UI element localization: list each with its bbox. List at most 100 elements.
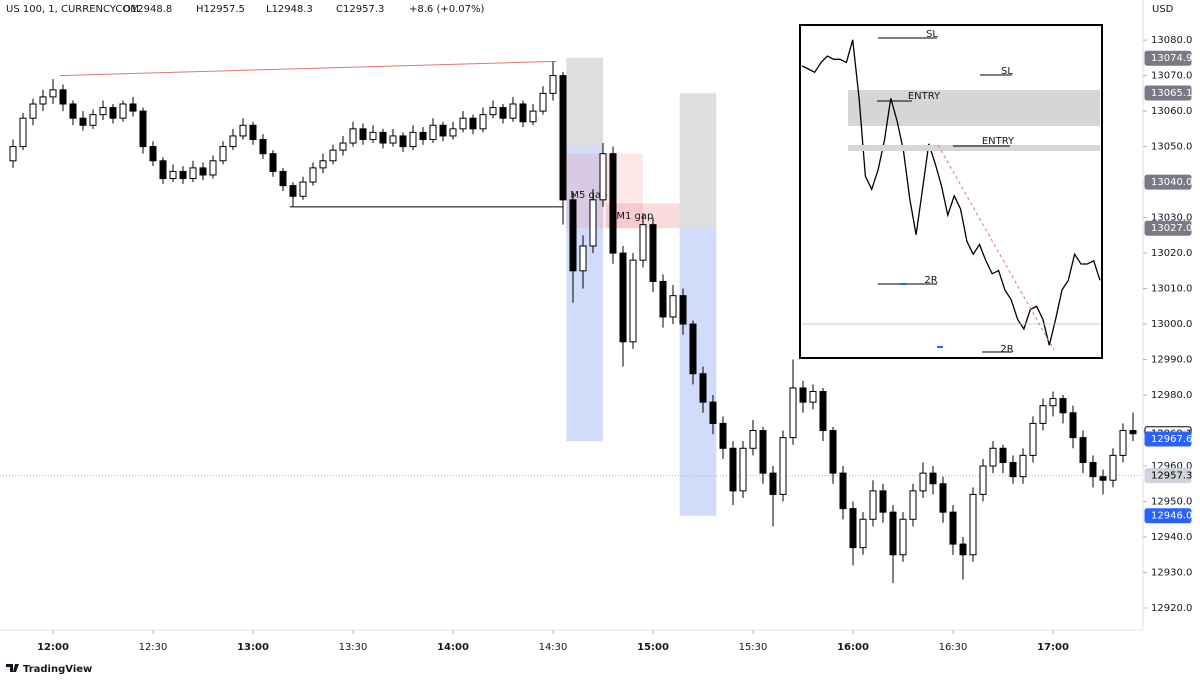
position-zone	[679, 228, 717, 516]
candle-body	[259, 138, 267, 155]
x-tick-label: 14:30	[539, 642, 568, 653]
candle-body	[1049, 398, 1057, 407]
candle-body	[1109, 454, 1117, 481]
y-tick-label: 12950.0	[1151, 497, 1192, 508]
candle-body	[969, 493, 977, 556]
candle-body	[409, 131, 417, 148]
candle-body	[1079, 437, 1087, 463]
inset-zone	[848, 90, 1100, 126]
position-zone	[679, 93, 717, 229]
candle-body	[99, 107, 107, 116]
candle-body	[879, 490, 887, 513]
x-tick-label: 13:00	[237, 642, 269, 653]
candle-body	[419, 131, 427, 140]
candle-body	[299, 181, 307, 197]
inset-price	[801, 39, 1101, 346]
candle-body	[709, 401, 717, 424]
candle-body	[829, 430, 837, 474]
inset-label: 2R	[1000, 344, 1013, 355]
candle-body	[909, 490, 917, 520]
candle-body	[389, 135, 397, 144]
inset-label: SL	[1001, 66, 1013, 77]
candle-body	[619, 252, 627, 343]
x-tick-label: 12:30	[139, 642, 168, 653]
candle-body	[209, 160, 217, 176]
candle-body	[899, 518, 907, 556]
candle-body	[519, 103, 527, 123]
candle-body	[119, 103, 127, 119]
candle-body	[919, 472, 927, 492]
price-label-box	[1144, 50, 1192, 66]
candle-body	[1009, 461, 1017, 478]
price-label-box	[1144, 174, 1192, 190]
candle-body	[239, 124, 247, 137]
candle-body	[269, 153, 277, 172]
change: +8.6 (+0.07%)	[409, 4, 485, 15]
y-tick-label: 13010.0	[1151, 284, 1192, 295]
candle-body	[799, 387, 807, 403]
ohlc-high: H12957.5	[196, 4, 245, 15]
candle-body	[439, 124, 447, 137]
plot: M5 gap M1 gap	[0, 57, 1143, 584]
candle-body	[609, 153, 617, 254]
inset-label: ENTRY	[982, 136, 1015, 147]
x-tick-label: 14:00	[437, 642, 469, 653]
candle-body	[569, 199, 577, 272]
candle-body	[1059, 398, 1067, 414]
candle-body	[599, 153, 607, 201]
candle-body	[399, 135, 407, 148]
y-tick-label: 13030.0	[1151, 213, 1192, 224]
candle-body	[629, 259, 637, 343]
candle-body	[769, 472, 777, 495]
x-tick-label: 16:30	[939, 642, 968, 653]
candle-body	[309, 167, 317, 183]
candle-body	[329, 149, 337, 162]
candle-body	[59, 89, 67, 105]
candle-body	[89, 114, 97, 126]
candle-body	[179, 170, 187, 180]
inset-frame	[799, 24, 1103, 359]
brand[interactable]: TradingView	[23, 664, 92, 675]
candle-body	[249, 124, 257, 140]
candle-body	[379, 131, 387, 144]
gap-label: M5 gap	[570, 190, 607, 201]
candle-body	[1019, 454, 1027, 478]
candle-body	[729, 447, 737, 492]
candle-body	[79, 117, 87, 126]
candle-body	[279, 170, 287, 187]
y-tick-label: 12960.0	[1151, 461, 1192, 472]
price-label-box	[1144, 508, 1192, 524]
candle-body	[819, 390, 827, 432]
candle-body	[349, 128, 357, 144]
price-label: 12946.0	[1151, 511, 1192, 522]
candle-body	[359, 128, 367, 140]
candle-body	[499, 107, 507, 119]
candle-body	[129, 103, 137, 112]
price-label: 13065.1	[1151, 88, 1192, 99]
position-zone	[566, 146, 603, 442]
x-tick-label: 17:00	[1037, 642, 1069, 653]
candle-body	[1119, 430, 1127, 456]
candle-body	[149, 146, 157, 162]
axes: 12920.012930.012940.012950.012960.012970…	[37, 35, 1192, 653]
inset-label: SL	[926, 29, 938, 40]
candle-body	[929, 472, 937, 485]
y-tick-label: 13000.0	[1151, 319, 1192, 330]
currency: USD	[1152, 4, 1174, 15]
candle-body	[579, 245, 587, 272]
x-tick-label: 12:00	[37, 642, 69, 653]
candle-body	[199, 167, 207, 176]
candle-body	[949, 511, 957, 545]
candle-body	[549, 75, 557, 94]
gap-label: M1 gap	[616, 211, 653, 222]
candle-body	[19, 117, 27, 148]
candle-body	[509, 103, 517, 119]
x-tick-label: 15:00	[637, 642, 669, 653]
y-tick-label: 12980.0	[1151, 390, 1192, 401]
candle-body	[959, 543, 967, 556]
candle-body	[529, 110, 537, 123]
candle-body	[719, 422, 727, 449]
price-label: 12967.6	[1151, 434, 1192, 445]
candle-body	[489, 107, 497, 116]
price-label-box	[1144, 220, 1192, 236]
